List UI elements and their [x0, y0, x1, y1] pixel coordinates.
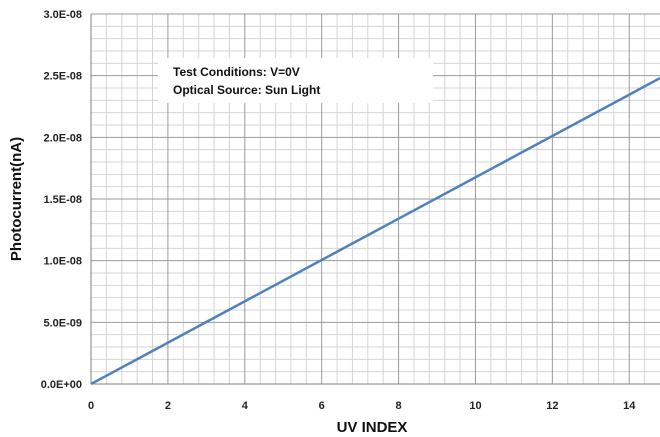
- x-tick-label: 2: [165, 400, 171, 412]
- annotation-line-1: Test Conditions: V=0V: [173, 65, 300, 79]
- x-tick-label: 4: [242, 400, 249, 412]
- y-tick-label: 1.0E-08: [43, 256, 82, 268]
- y-axis-label: Photocurrent(nA): [8, 137, 25, 261]
- y-tick-label: 0.0E+00: [41, 379, 82, 391]
- x-tick-label: 8: [396, 400, 402, 412]
- series-line: [90, 77, 660, 386]
- annotation-background: [158, 58, 433, 103]
- x-tick-label: 10: [469, 400, 481, 412]
- y-tick-label: 2.5E-08: [43, 71, 82, 83]
- series-lines: [90, 77, 660, 386]
- x-tick-label: 0: [88, 400, 94, 412]
- y-tick-label: 3.0E-08: [43, 9, 82, 21]
- x-axis-label: UV INDEX: [337, 419, 408, 436]
- y-tick-label: 5.0E-09: [43, 317, 82, 329]
- x-tick-label: 14: [623, 400, 636, 412]
- y-tick-labels: 0.0E+00 5.0E-09 1.0E-08 1.5E-08 2.0E-08 2.5E-…: [41, 9, 82, 391]
- x-tick-labels: 0 2 4 6 8 10 12 14: [88, 400, 636, 412]
- x-tick-label: 6: [319, 400, 325, 412]
- x-tick-label: 12: [546, 400, 558, 412]
- y-tick-label: 1.5E-08: [43, 194, 82, 206]
- annotation-box: Test Conditions: V=0V Optical Source: Su…: [158, 58, 433, 103]
- annotation-line-2: Optical Source: Sun Light: [173, 83, 320, 97]
- y-tick-label: 2.0E-08: [43, 132, 82, 144]
